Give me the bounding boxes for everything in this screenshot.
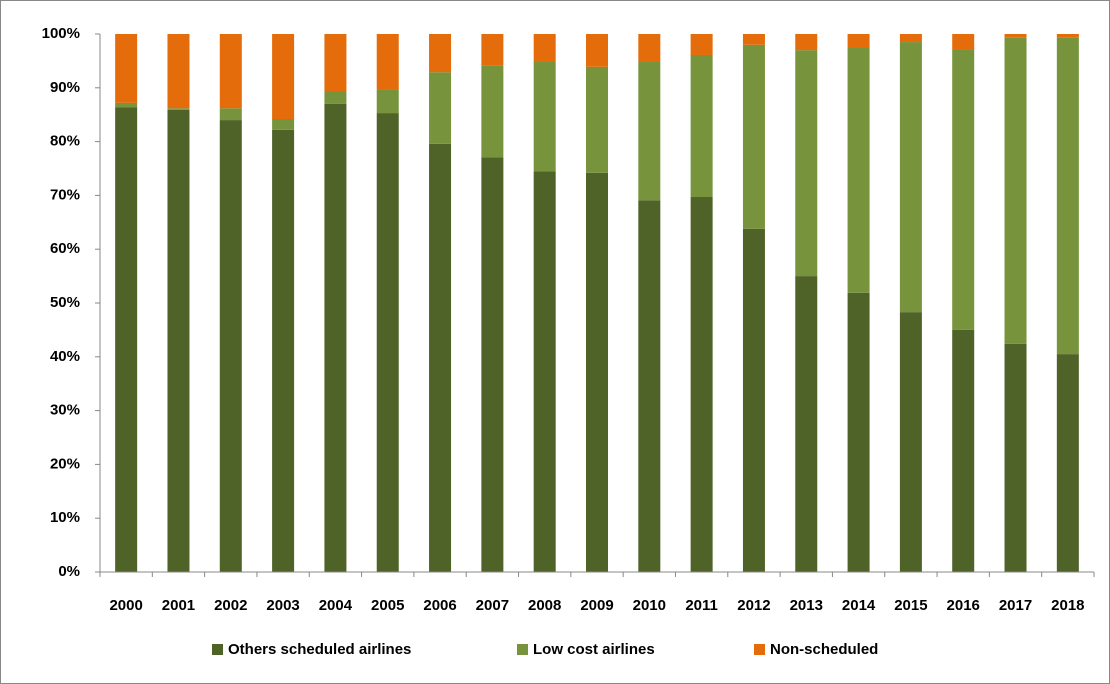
y-tick-label: 40% xyxy=(50,348,80,365)
y-tick-label: 80% xyxy=(50,133,80,150)
bar-segment xyxy=(481,34,504,66)
bar-segment xyxy=(167,34,190,109)
bar-segment xyxy=(1004,37,1027,344)
y-tick-label: 0% xyxy=(58,563,80,580)
x-tick-label: 2016 xyxy=(947,597,980,614)
bar-segment xyxy=(324,103,347,572)
y-tick-label: 60% xyxy=(50,240,80,257)
bar-segment xyxy=(847,34,870,48)
bar-segment xyxy=(586,34,608,67)
y-tick-label: 90% xyxy=(50,79,80,96)
y-tick-label: 50% xyxy=(50,294,80,311)
x-tick-label: 2007 xyxy=(476,597,509,614)
bar-segment xyxy=(1056,34,1079,38)
bar-segment xyxy=(481,157,504,572)
bar-segment xyxy=(847,47,870,293)
bar-segment xyxy=(167,109,190,572)
bar-segment xyxy=(690,34,713,55)
bar-segment xyxy=(899,34,922,43)
bar-segment xyxy=(376,89,399,114)
x-tick-label: 2015 xyxy=(894,597,927,614)
bar-segment xyxy=(533,61,556,172)
bar-segment xyxy=(376,34,399,90)
x-tick-label: 2008 xyxy=(528,597,561,614)
bar-segment xyxy=(586,66,608,173)
bar-segment xyxy=(952,329,975,572)
y-tick-label: 30% xyxy=(50,402,80,419)
legend-label: Others scheduled airlines xyxy=(228,641,411,658)
bar-segment xyxy=(952,49,975,330)
y-tick-label: 20% xyxy=(50,455,80,472)
y-tick-label: 100% xyxy=(42,25,80,42)
bar-segment xyxy=(115,34,138,103)
bar-segment xyxy=(1056,354,1079,572)
bar-segment xyxy=(690,197,713,573)
bar-segment xyxy=(324,34,347,92)
bar-segment xyxy=(690,54,713,198)
bar-segment xyxy=(324,91,347,104)
bar-segment xyxy=(167,108,190,110)
bar-segment xyxy=(1004,343,1027,572)
x-tick-label: 2005 xyxy=(371,597,404,614)
y-tick-label: 10% xyxy=(50,509,80,526)
bar-segment xyxy=(272,119,295,130)
legend-swatch xyxy=(754,644,765,655)
legend-swatch xyxy=(212,644,223,655)
bar-segment xyxy=(742,34,765,45)
x-tick-label: 2001 xyxy=(162,597,195,614)
x-tick-label: 2000 xyxy=(109,597,142,614)
x-tick-label: 2012 xyxy=(737,597,770,614)
bar-segment xyxy=(795,34,818,51)
bar-segment xyxy=(899,42,922,313)
bar-segment xyxy=(115,107,138,572)
bar-segment xyxy=(272,129,295,573)
bar-segment xyxy=(219,108,242,121)
x-tick-label: 2011 xyxy=(685,597,718,614)
bar-segment xyxy=(952,34,975,50)
bar-segment xyxy=(429,34,452,73)
bar-segment xyxy=(899,312,922,572)
bar-segment xyxy=(429,72,452,144)
x-tick-label: 2004 xyxy=(319,597,353,614)
bar-segment xyxy=(533,171,556,572)
bar-segment xyxy=(481,65,504,158)
bar-segment xyxy=(219,120,242,572)
bar-segment xyxy=(742,44,765,229)
bar-segment xyxy=(586,172,608,572)
x-tick-label: 2010 xyxy=(633,597,666,614)
bar-segment xyxy=(219,34,242,109)
bar-segment xyxy=(795,50,818,277)
bar-segment xyxy=(429,143,452,572)
legend-label: Low cost airlines xyxy=(533,641,655,658)
x-tick-label: 2002 xyxy=(214,597,247,614)
legend-label: Non-scheduled xyxy=(770,641,878,658)
bar-segment xyxy=(376,113,399,572)
x-tick-label: 2013 xyxy=(790,597,823,614)
bar-segment xyxy=(272,34,295,120)
y-tick-label: 70% xyxy=(50,186,80,203)
x-tick-label: 2014 xyxy=(842,597,876,614)
bar-segment xyxy=(742,228,765,573)
bar-segment xyxy=(1056,37,1079,355)
bar-segment xyxy=(115,102,138,108)
x-tick-label: 2003 xyxy=(266,597,299,614)
bar-segment xyxy=(638,61,661,201)
x-tick-label: 2018 xyxy=(1051,597,1084,614)
bar-segment xyxy=(533,34,556,62)
bar-segment xyxy=(638,34,661,62)
x-tick-label: 2009 xyxy=(580,597,613,614)
x-tick-label: 2017 xyxy=(999,597,1032,614)
bar-segment xyxy=(638,200,661,572)
bar-segment xyxy=(795,276,818,572)
bar-segment xyxy=(847,292,870,572)
bar-segment xyxy=(1004,34,1027,38)
legend-swatch xyxy=(517,644,528,655)
x-tick-label: 2006 xyxy=(423,597,456,614)
